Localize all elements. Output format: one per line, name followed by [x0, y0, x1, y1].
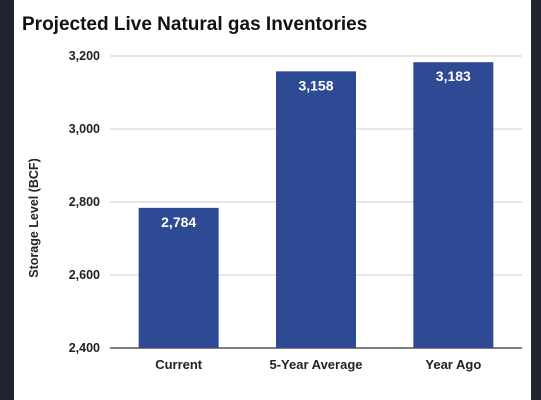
data-label: 3,183 [436, 68, 471, 84]
bar [138, 207, 219, 348]
x-tick-label: 5-Year Average [270, 357, 363, 372]
chart-card: Projected Live Natural gas Inventories S… [14, 0, 531, 400]
y-tick-label: 2,400 [69, 341, 100, 355]
chart-title: Projected Live Natural gas Inventories [22, 14, 368, 35]
data-label: 2,784 [161, 214, 196, 230]
y-tick-label: 3,200 [69, 49, 100, 63]
bar-chart: 2,400 2,600 2,800 3,000 3,200 2,784 Current 3,1… [69, 49, 522, 372]
x-tick-label: Year Ago [425, 357, 481, 372]
x-tick-label: Current [155, 357, 203, 372]
bar [276, 71, 356, 348]
y-tick-label: 2,800 [69, 195, 100, 209]
y-tick-label: 3,000 [69, 122, 100, 136]
data-label: 3,158 [298, 77, 333, 93]
y-tick-label: 2,600 [69, 268, 100, 282]
bar [413, 62, 494, 349]
